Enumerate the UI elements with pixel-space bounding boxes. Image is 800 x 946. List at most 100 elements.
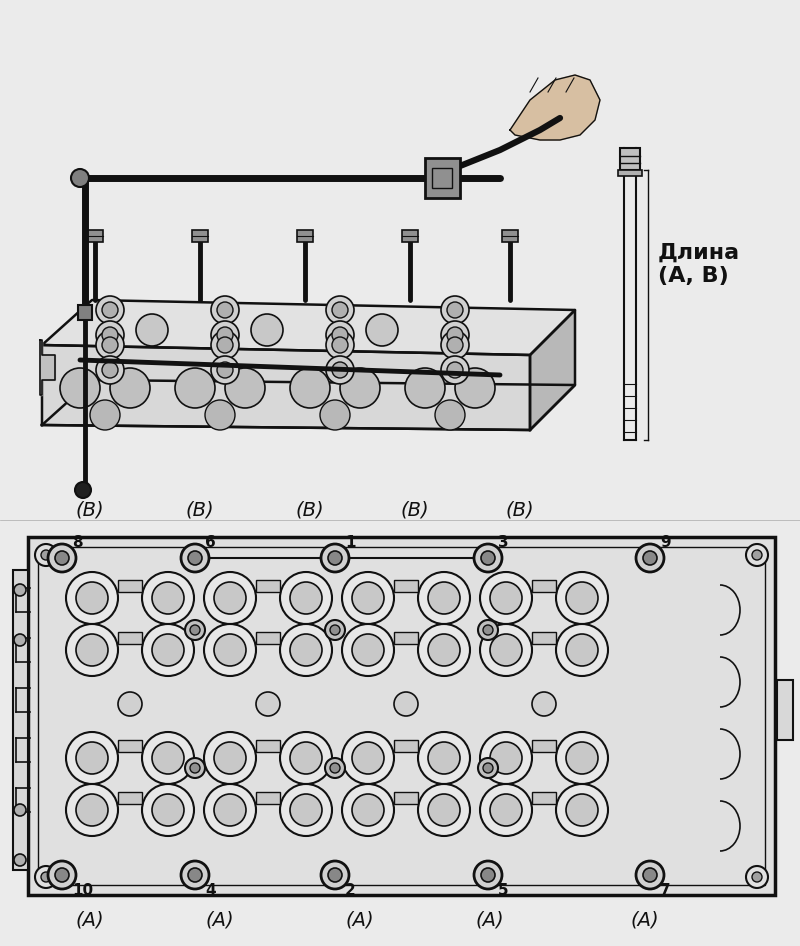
Circle shape (326, 296, 354, 324)
Circle shape (55, 868, 69, 882)
Circle shape (435, 400, 465, 430)
Bar (618, 170, 642, 176)
Circle shape (175, 368, 215, 408)
Circle shape (102, 302, 118, 318)
Bar (394, 580, 418, 592)
Circle shape (66, 732, 118, 784)
Text: (A): (A) (76, 910, 104, 930)
Text: (B): (B) (506, 500, 534, 519)
Circle shape (14, 804, 26, 816)
Circle shape (204, 784, 256, 836)
Bar (394, 740, 418, 752)
Circle shape (55, 551, 69, 565)
Circle shape (35, 544, 57, 566)
Circle shape (441, 331, 469, 359)
Circle shape (102, 337, 118, 353)
Bar (118, 792, 142, 804)
Circle shape (181, 861, 209, 889)
Circle shape (556, 572, 608, 624)
Circle shape (41, 872, 51, 882)
Circle shape (188, 868, 202, 882)
Circle shape (352, 582, 384, 614)
Circle shape (556, 624, 608, 676)
Circle shape (330, 763, 340, 773)
Circle shape (90, 400, 120, 430)
Circle shape (96, 321, 124, 349)
Circle shape (280, 732, 332, 784)
Text: 1: 1 (345, 535, 355, 550)
Circle shape (342, 572, 394, 624)
Circle shape (185, 758, 205, 778)
Circle shape (474, 861, 502, 889)
Bar (0, 0, 800, 476)
Circle shape (14, 634, 26, 646)
Circle shape (480, 732, 532, 784)
Circle shape (48, 861, 76, 889)
Circle shape (428, 582, 460, 614)
Bar (256, 792, 280, 804)
Circle shape (483, 763, 493, 773)
Bar (192, 230, 208, 242)
Text: (A): (A) (346, 910, 374, 930)
Bar (0, 476, 800, 946)
Circle shape (190, 763, 200, 773)
Circle shape (441, 356, 469, 384)
Text: 3: 3 (498, 535, 509, 550)
Bar (28, 537, 775, 895)
Circle shape (14, 854, 26, 866)
Circle shape (142, 784, 194, 836)
Text: 9: 9 (660, 535, 670, 550)
Circle shape (290, 742, 322, 774)
Circle shape (352, 742, 384, 774)
Circle shape (188, 551, 202, 565)
Circle shape (214, 634, 246, 666)
Circle shape (328, 868, 342, 882)
Circle shape (211, 296, 239, 324)
Polygon shape (42, 345, 530, 430)
Circle shape (280, 572, 332, 624)
Polygon shape (42, 380, 575, 430)
Circle shape (204, 624, 256, 676)
Circle shape (483, 625, 493, 635)
Bar (620, 148, 640, 170)
Circle shape (326, 331, 354, 359)
Circle shape (76, 582, 108, 614)
Bar (256, 740, 280, 752)
Circle shape (330, 625, 340, 635)
Circle shape (342, 784, 394, 836)
Circle shape (478, 758, 498, 778)
Circle shape (480, 624, 532, 676)
Circle shape (447, 327, 463, 343)
Circle shape (366, 314, 398, 346)
Bar (256, 632, 280, 644)
Bar (118, 580, 142, 592)
Circle shape (532, 692, 556, 716)
Circle shape (325, 758, 345, 778)
Bar (402, 230, 418, 242)
Circle shape (490, 742, 522, 774)
Circle shape (428, 634, 460, 666)
Text: (B): (B) (296, 500, 324, 519)
Circle shape (321, 861, 349, 889)
Circle shape (96, 356, 124, 384)
Circle shape (418, 624, 470, 676)
Circle shape (352, 794, 384, 826)
Circle shape (214, 742, 246, 774)
Circle shape (636, 861, 664, 889)
Circle shape (225, 368, 265, 408)
Bar (118, 740, 142, 752)
Circle shape (490, 794, 522, 826)
Circle shape (474, 544, 502, 572)
Circle shape (75, 482, 91, 498)
Circle shape (290, 368, 330, 408)
Circle shape (217, 362, 233, 378)
Circle shape (556, 784, 608, 836)
Circle shape (142, 572, 194, 624)
Circle shape (71, 169, 89, 187)
Polygon shape (530, 310, 575, 430)
Circle shape (190, 625, 200, 635)
Text: (A): (A) (206, 910, 234, 930)
Circle shape (480, 784, 532, 836)
Circle shape (636, 544, 664, 572)
Circle shape (441, 296, 469, 324)
